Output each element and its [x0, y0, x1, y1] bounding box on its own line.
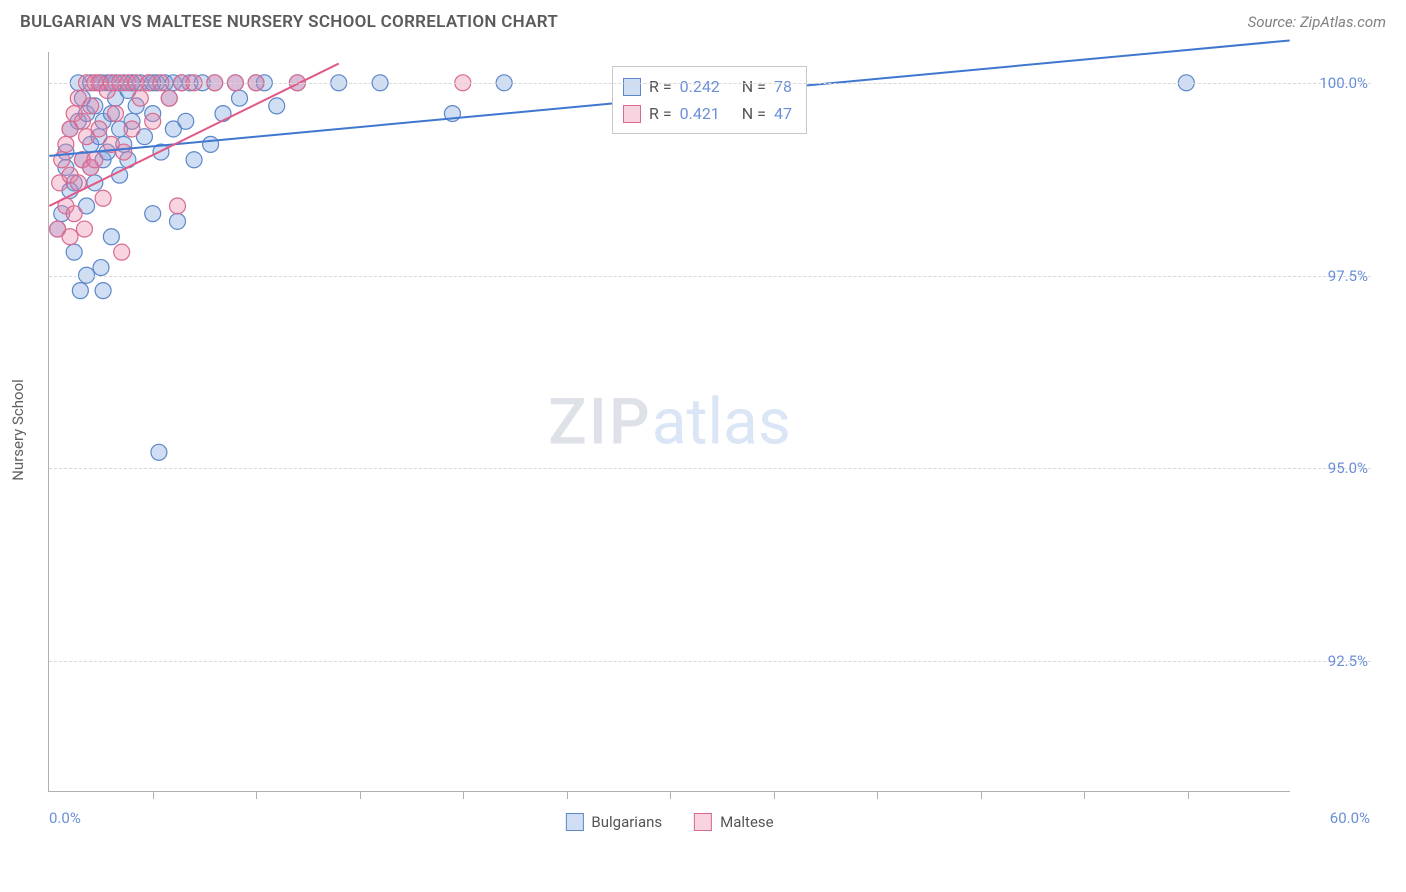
r-value-maltese: 0.421	[680, 100, 720, 127]
scatter-point	[145, 206, 161, 222]
scatter-point	[108, 106, 124, 122]
scatter-point	[269, 98, 285, 114]
r-value-bulgarians: 0.242	[680, 73, 720, 100]
scatter-point	[95, 283, 111, 299]
scatter-point	[124, 121, 140, 137]
scatter-point	[132, 90, 148, 106]
scatter-point	[76, 221, 92, 237]
scatter-point	[93, 260, 109, 276]
x-tick	[774, 791, 775, 799]
gridline-h	[49, 83, 1371, 84]
y-tick-label: 100.0%	[1319, 74, 1368, 92]
scatter-point	[74, 113, 90, 129]
legend-swatch-bulgarians	[623, 78, 641, 96]
y-tick-label: 97.5%	[1328, 267, 1368, 285]
scatter-svg	[49, 52, 1290, 791]
x-tick	[463, 791, 464, 799]
scatter-point	[145, 113, 161, 129]
source-attribution: Source: ZipAtlas.com	[1248, 13, 1386, 31]
n-label: N =	[742, 100, 766, 127]
header: BULGARIAN VS MALTESE NURSERY SCHOOL CORR…	[0, 0, 1406, 40]
plot-region: ZIPatlas R = 0.242 N = 78 R = 0.421 N = …	[48, 52, 1290, 792]
scatter-point	[114, 244, 130, 260]
scatter-point	[186, 152, 202, 168]
scatter-point	[66, 206, 82, 222]
gridline-h	[49, 276, 1371, 277]
x-tick	[256, 791, 257, 799]
correlation-legend: R = 0.242 N = 78 R = 0.421 N = 47	[612, 66, 807, 134]
scatter-point	[161, 90, 177, 106]
r-label: R =	[649, 100, 672, 127]
x-tick	[877, 791, 878, 799]
x-axis-min-label: 0.0%	[49, 809, 81, 827]
scatter-point	[83, 98, 99, 114]
x-tick	[670, 791, 671, 799]
scatter-point	[170, 198, 186, 214]
scatter-point	[170, 213, 186, 229]
legend-label-maltese: Maltese	[720, 813, 773, 831]
legend-item-maltese: Maltese	[694, 813, 773, 831]
scatter-point	[66, 244, 82, 260]
gridline-h	[49, 468, 1371, 469]
scatter-point	[178, 113, 194, 129]
scatter-point	[58, 136, 74, 152]
x-tick	[567, 791, 568, 799]
n-value-maltese: 47	[774, 100, 792, 127]
scatter-point	[203, 136, 219, 152]
legend-swatch-maltese-bottom	[694, 813, 712, 831]
y-tick-label: 95.0%	[1328, 459, 1368, 477]
r-label: R =	[649, 73, 672, 100]
scatter-point	[95, 190, 111, 206]
legend-row-maltese: R = 0.421 N = 47	[623, 100, 792, 127]
y-tick-label: 92.5%	[1328, 652, 1368, 670]
scatter-point	[87, 152, 103, 168]
x-tick	[360, 791, 361, 799]
chart-area: Nursery School ZIPatlas R = 0.242 N = 78…	[48, 52, 1370, 808]
x-tick	[153, 791, 154, 799]
scatter-point	[91, 121, 107, 137]
legend-swatch-bulgarians-bottom	[565, 813, 583, 831]
scatter-point	[116, 144, 132, 160]
scatter-point	[103, 229, 119, 245]
scatter-point	[62, 229, 78, 245]
x-tick	[1084, 791, 1085, 799]
n-value-bulgarians: 78	[774, 73, 792, 100]
gridline-h	[49, 661, 1371, 662]
x-tick	[981, 791, 982, 799]
scatter-point	[232, 90, 248, 106]
legend-label-bulgarians: Bulgarians	[591, 813, 662, 831]
series-legend: Bulgarians Maltese	[565, 813, 773, 831]
y-axis-label: Nursery School	[9, 379, 27, 481]
scatter-point	[215, 106, 231, 122]
x-tick	[1188, 791, 1189, 799]
legend-swatch-maltese	[623, 105, 641, 123]
legend-row-bulgarians: R = 0.242 N = 78	[623, 73, 792, 100]
scatter-point	[72, 283, 88, 299]
x-axis-max-label: 60.0%	[1330, 809, 1370, 827]
legend-item-bulgarians: Bulgarians	[565, 813, 662, 831]
scatter-point	[151, 444, 167, 460]
chart-title: BULGARIAN VS MALTESE NURSERY SCHOOL CORR…	[20, 12, 558, 32]
n-label: N =	[742, 73, 766, 100]
